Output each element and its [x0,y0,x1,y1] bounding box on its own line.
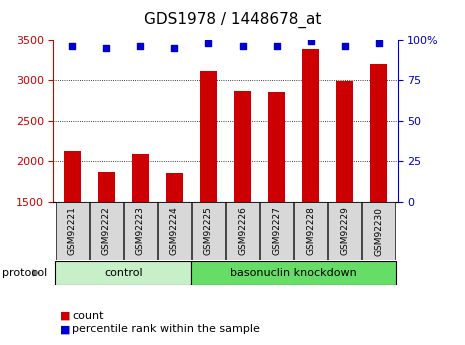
Bar [166,172,183,324]
Bar [124,202,157,260]
Bar [362,202,395,260]
Text: GSM92224: GSM92224 [170,207,179,255]
Point [171,45,178,51]
Bar [302,49,319,324]
Bar [234,91,251,324]
Bar [64,151,81,324]
Text: basonuclin knockdown: basonuclin knockdown [230,268,357,278]
Text: GSM92226: GSM92226 [238,207,247,255]
Point [307,39,314,44]
Point [239,43,246,49]
Text: GDS1978 / 1448678_at: GDS1978 / 1448678_at [144,12,321,28]
Text: GSM92221: GSM92221 [68,207,77,255]
Point [375,40,383,46]
Text: protocol: protocol [2,268,47,278]
Bar [55,261,192,285]
Point [103,45,110,51]
Bar [268,91,285,324]
Bar [200,71,217,324]
Point [205,40,212,46]
Text: GSM92230: GSM92230 [374,207,383,256]
Bar [98,172,115,324]
Text: GSM92222: GSM92222 [102,207,111,255]
Bar [294,202,327,260]
Bar [132,154,149,324]
Text: GSM92223: GSM92223 [136,207,145,255]
Text: GSM92225: GSM92225 [204,207,213,255]
Bar [336,81,353,324]
Bar [192,261,396,285]
Bar [260,202,293,260]
Bar [90,202,123,260]
Text: count: count [72,311,104,321]
Text: ■: ■ [60,325,71,334]
Bar [328,202,361,260]
Bar [158,202,191,260]
Bar [56,202,89,260]
Text: GSM92228: GSM92228 [306,207,315,255]
Text: percentile rank within the sample: percentile rank within the sample [72,325,260,334]
Point [341,43,348,49]
Text: GSM92227: GSM92227 [272,207,281,255]
Bar [370,64,387,324]
Text: GSM92229: GSM92229 [340,207,349,255]
Bar [226,202,259,260]
Text: ■: ■ [60,311,71,321]
Bar [192,202,225,260]
Text: control: control [104,268,143,278]
Point [68,43,76,49]
Point [137,43,144,49]
Point [273,43,280,49]
